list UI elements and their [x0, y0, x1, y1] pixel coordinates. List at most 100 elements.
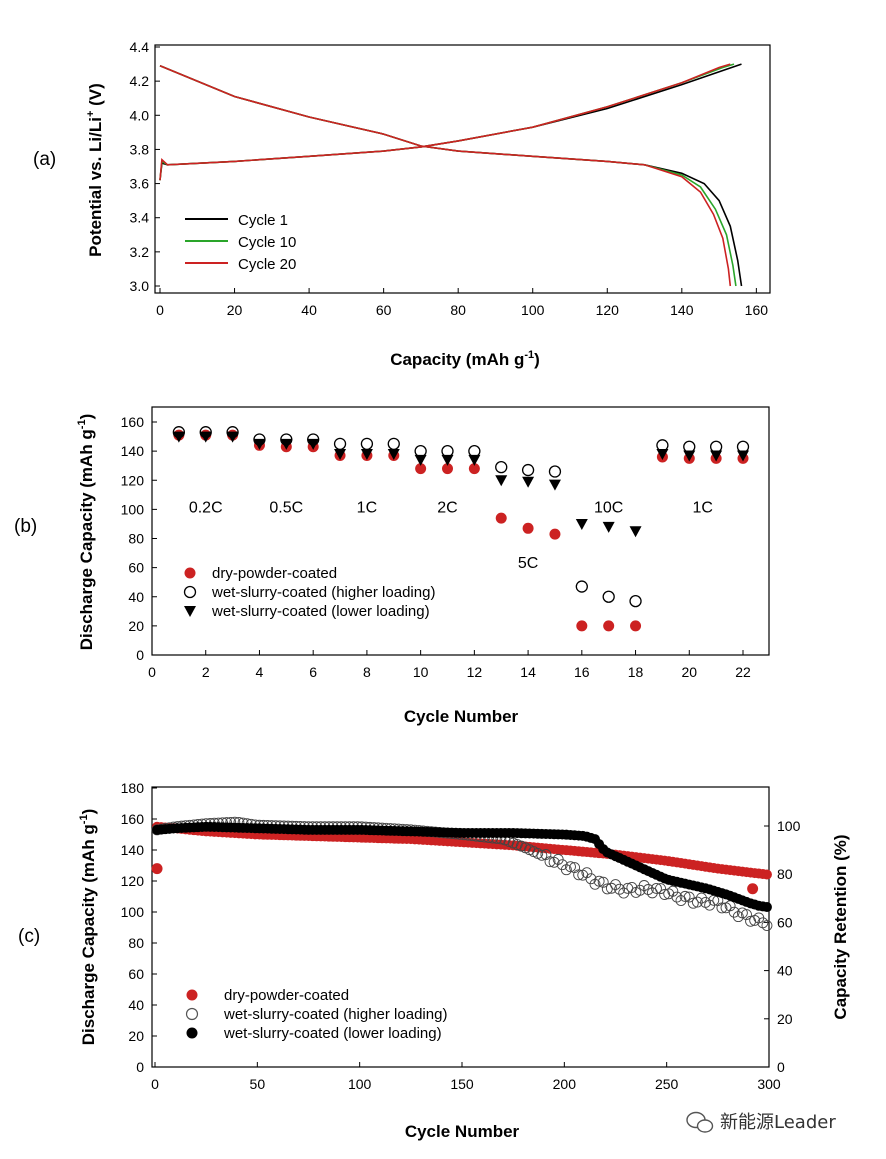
y-tick-label: 60 — [128, 966, 144, 982]
point-wet-lower — [199, 431, 212, 443]
point-wet-lower — [280, 438, 293, 450]
point-wet-lower — [602, 521, 615, 533]
y-tick-label: 3.4 — [130, 210, 150, 226]
rate-label: 2C — [437, 499, 457, 516]
point-wet-lower — [495, 475, 508, 487]
y-tick-label: 3.2 — [130, 244, 150, 260]
y-tick-label: 120 — [121, 472, 145, 488]
point-wet-higher — [573, 869, 585, 881]
y-tick-label: 4.0 — [130, 107, 150, 123]
x-tick-label: 22 — [735, 664, 751, 680]
panel-b-y-axis-label: Discharge Capacity (mAh g-1) — [76, 414, 96, 651]
legend-marker-wet-higher-c — [185, 1007, 199, 1021]
rate-label: 0.2C — [189, 499, 223, 516]
legend-label-dry-powder-c: dry-powder-coated — [224, 987, 349, 1004]
point-dry-powder — [468, 463, 480, 475]
legend-label-wet-lower-c: wet-slurry-coated (lower loading) — [223, 1025, 442, 1042]
point-wet-higher — [716, 902, 728, 914]
wechat-icon — [686, 1111, 714, 1133]
y-tick-label: 40 — [128, 589, 144, 605]
x-tick-label: 300 — [757, 1076, 781, 1092]
panel-b-series — [172, 426, 750, 632]
panel-a-series — [159, 63, 743, 287]
y-tick-label: 20 — [128, 618, 144, 634]
x-tick-label: 2 — [202, 664, 210, 680]
watermark: 新能源Leader — [686, 1111, 836, 1133]
legend-marker-dry-powder-c — [186, 989, 198, 1001]
point-wet-lower — [737, 450, 749, 462]
x-tick-label: 120 — [596, 302, 620, 318]
point-dry-powder — [761, 869, 772, 880]
y-tick-label: 100 — [121, 904, 145, 920]
point-wet-higher — [585, 873, 597, 885]
panel-a-label: (a) — [33, 149, 56, 170]
point-wet-lower — [414, 454, 427, 466]
y-tick-label: 140 — [121, 443, 145, 459]
point-wet-higher — [605, 882, 617, 894]
panel-c-y-axis-label: Discharge Capacity (mAh g-1) — [78, 809, 98, 1046]
point-wet-higher — [387, 437, 400, 450]
point-wet-higher — [761, 920, 773, 931]
point-wet-higher — [696, 892, 707, 904]
y-tick-label: 180 — [121, 780, 145, 796]
legend-label-cycle-10: Cycle 10 — [238, 234, 296, 251]
point-wet-lower — [441, 454, 454, 466]
point-wet-higher — [728, 906, 740, 918]
x-tick-label: 200 — [553, 1076, 577, 1092]
y-tick-label: 60 — [128, 560, 144, 576]
y-tick-label: 160 — [121, 414, 145, 430]
x-tick-label: 160 — [745, 302, 769, 318]
panel-b-rate-labels: 0.2C 0.5C 1C 2C 5C 10C 1C — [189, 499, 713, 571]
legend-marker-wet-lower-c — [186, 1027, 198, 1039]
panel-c-axes: 0 50 100 150 200 250 3000204060801001201401601… — [121, 780, 801, 1092]
x-tick-label: 4 — [256, 664, 264, 680]
point-wet-higher — [360, 437, 374, 450]
panel-b-x-axis-label: Cycle Number — [404, 707, 519, 726]
y-right-tick-label: 20 — [777, 1011, 793, 1027]
y-tick-label: 4.2 — [130, 73, 150, 89]
y-right-tick-label: 100 — [777, 818, 801, 834]
x-tick-label: 140 — [670, 302, 694, 318]
panel-a-axes: 0 20 40 60 80 100 120 140 160 3.0 3.2 3.4 3.6 3.8 4.0 4… — [130, 39, 769, 318]
y-right-tick-label: 80 — [777, 866, 793, 882]
y-tick-label: 100 — [121, 501, 145, 517]
point-wet-higher — [581, 867, 593, 879]
y-tick-label: 140 — [121, 842, 145, 858]
point-wet-lower — [548, 479, 561, 491]
x-tick-label: 12 — [467, 664, 483, 680]
legend-label-wet-higher-c: wet-slurry-coated (higher loading) — [223, 1006, 447, 1023]
x-tick-label: 8 — [363, 664, 371, 680]
point-wet-higher — [638, 880, 650, 891]
point-wet-higher — [741, 909, 752, 921]
point-wet-higher — [629, 594, 642, 608]
point-wet-higher — [683, 891, 695, 903]
y-tick-label: 3.0 — [130, 278, 150, 294]
legend-label-cycle-20: Cycle 20 — [238, 256, 296, 273]
y-right-tick-label: 40 — [777, 963, 793, 979]
legend-marker-dry-powder — [184, 567, 196, 579]
panel-c-plot-frame — [151, 786, 770, 1068]
rate-label: 1C — [692, 499, 712, 516]
point-dry-powder — [442, 463, 453, 475]
panel-b-label: (b) — [14, 516, 37, 537]
panel-a-y-axis-label: Potential vs. Li/Li+ (V) — [85, 83, 105, 257]
panel-a-x-axis-label: Capacity (mAh g-1) — [390, 349, 540, 369]
x-tick-label: 0 — [156, 302, 164, 318]
panel-c-right-axis-label: Capacity Retention (%) — [831, 834, 850, 1019]
point-dry-powder — [522, 522, 534, 534]
point-wet-lower — [172, 431, 185, 443]
point-dry-powder-extra — [747, 883, 759, 895]
rate-label: 10C — [594, 499, 623, 516]
point-wet-lower — [468, 454, 481, 466]
point-wet-lower — [761, 902, 772, 913]
point-wet-lower — [387, 449, 400, 461]
y-tick-label: 4.4 — [130, 39, 150, 55]
point-wet-higher — [495, 460, 508, 474]
legend-marker-wet-lower — [184, 606, 196, 617]
y-tick-label: 0 — [136, 647, 144, 663]
y-tick-label: 120 — [121, 873, 145, 889]
point-wet-higher — [691, 896, 703, 908]
point-wet-higher — [614, 883, 626, 895]
y-tick-label: 80 — [128, 935, 144, 951]
